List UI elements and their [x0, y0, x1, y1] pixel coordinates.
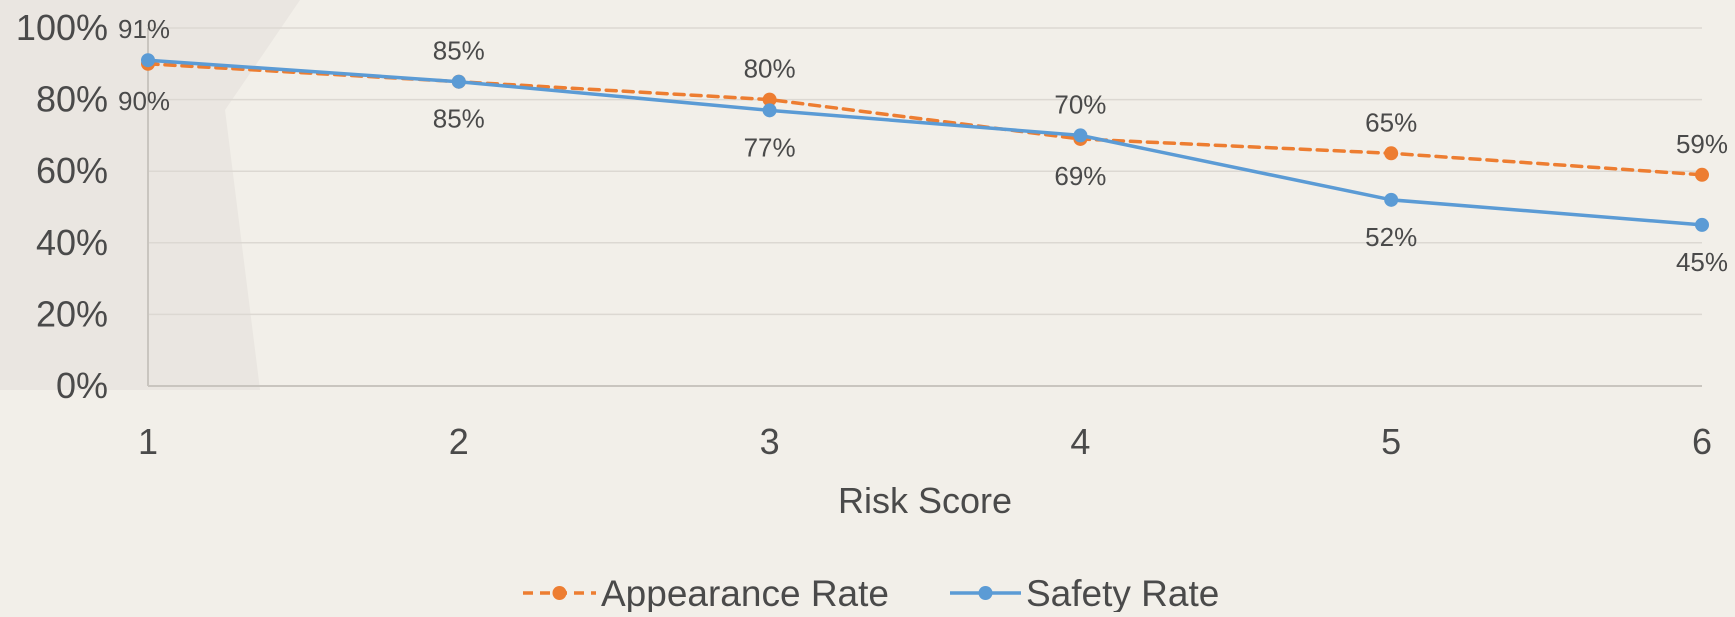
data-label: 80% [744, 54, 796, 84]
data-label: 77% [744, 132, 796, 162]
legend-marker [553, 586, 567, 600]
x-tick-label: 1 [138, 421, 158, 462]
series-line-appearance-rate [148, 64, 1702, 175]
x-tick-label: 3 [760, 421, 780, 462]
data-label: 90% [118, 86, 170, 116]
legend: Appearance Rate Safety Rate [523, 573, 1219, 612]
data-point [141, 53, 155, 67]
data-point [452, 75, 466, 89]
data-point [1073, 128, 1087, 142]
y-tick-label: 20% [36, 293, 108, 334]
data-point [1695, 168, 1709, 182]
data-label: 65% [1365, 107, 1417, 137]
x-tick-label: 4 [1070, 421, 1090, 462]
data-label: 70% [1054, 89, 1106, 119]
data-label: 45% [1676, 247, 1728, 277]
y-tick-label: 60% [36, 150, 108, 191]
x-tick-label: 2 [449, 421, 469, 462]
data-label: 59% [1676, 129, 1728, 159]
series-line-safety-rate [148, 60, 1702, 225]
y-tick-label: 0% [56, 365, 108, 406]
x-tick-label: 6 [1692, 421, 1712, 462]
legend-label-appearance-rate: Appearance Rate [601, 573, 889, 612]
data-label: 85% [433, 104, 485, 134]
x-tick-label: 5 [1381, 421, 1401, 462]
data-point [763, 103, 777, 117]
data-label: 52% [1365, 222, 1417, 252]
data-label: 69% [1054, 161, 1106, 191]
y-tick-label: 80% [36, 79, 108, 120]
data-point [1384, 146, 1398, 160]
data-point [1695, 218, 1709, 232]
data-label: 85% [433, 36, 485, 66]
x-axis-title: Risk Score [838, 480, 1012, 521]
y-tick-label: 100% [16, 7, 108, 48]
data-label: 91% [118, 14, 170, 44]
y-tick-label: 40% [36, 222, 108, 263]
legend-label-safety-rate: Safety Rate [1026, 573, 1219, 612]
data-point [1384, 193, 1398, 207]
legend-marker [979, 586, 993, 600]
